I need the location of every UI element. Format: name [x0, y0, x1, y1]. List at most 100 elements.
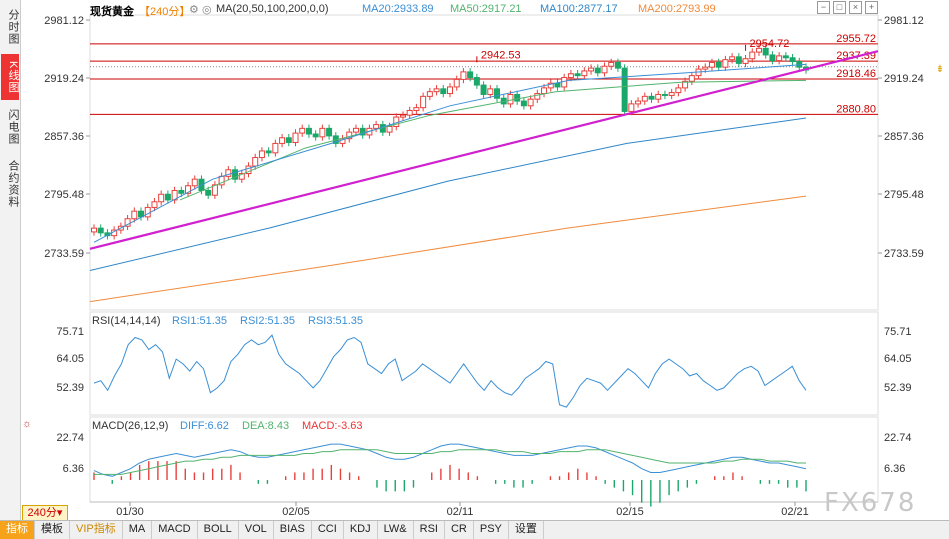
price-tick-label-left: 2733.59	[44, 248, 84, 260]
candle-body	[326, 127, 333, 137]
candle-body	[722, 59, 729, 68]
rsi-tick-label-left: 75.71	[56, 326, 84, 338]
macd-value: MACD:-3.63	[302, 420, 363, 432]
btab-boll[interactable]: BOLL	[198, 521, 239, 539]
candle-body	[420, 95, 427, 109]
btab-lw[interactable]: LW&	[378, 521, 414, 539]
candle-body	[252, 157, 259, 167]
candle-body	[641, 95, 648, 102]
price-tick-label-right: 2919.24	[884, 73, 924, 85]
ma-label: MA(20,50,100,200,0,0)	[216, 3, 329, 15]
minimize-icon[interactable]: −	[817, 1, 830, 14]
candle-body	[467, 71, 474, 79]
rsi-line	[93, 334, 807, 408]
candle-body	[574, 73, 581, 77]
macd-settings-icon[interactable]: ☼	[22, 418, 33, 430]
macd-tick-label-right: 22.74	[884, 432, 912, 444]
candle-body	[279, 137, 286, 144]
candle-body	[567, 73, 574, 79]
candle-body	[688, 75, 695, 82]
candle-body	[702, 66, 709, 70]
symbol-name: 现货黄金	[90, 6, 134, 18]
candle-body	[520, 100, 527, 107]
close-icon[interactable]: ×	[849, 1, 862, 14]
btab-cci[interactable]: CCI	[312, 521, 344, 539]
watermark-logo: FX678	[824, 488, 917, 518]
rsi-tick-label-right: 75.71	[884, 326, 912, 338]
candle-body	[97, 227, 104, 234]
candle-body	[473, 77, 480, 86]
price-tick-label-right: 2857.36	[884, 131, 924, 143]
candle-body	[601, 65, 608, 74]
btab-settings[interactable]: 设置	[509, 521, 544, 539]
time-tick-label: 02/21	[781, 506, 809, 518]
candle-body	[554, 82, 561, 88]
candle-body	[433, 88, 440, 93]
btab-cr[interactable]: CR	[445, 521, 474, 539]
period-selector[interactable]: 240分▾	[22, 505, 68, 521]
rsi-panel-frame	[89, 311, 879, 416]
btab-template[interactable]: 模板	[35, 521, 70, 539]
candle-body	[782, 55, 789, 59]
candle-body	[742, 58, 749, 64]
rsi1-value: RSI1:51.35	[172, 315, 228, 327]
macd-dea-value: DEA:8.43	[242, 420, 290, 432]
candle-body	[312, 133, 319, 138]
candle-body	[769, 54, 776, 62]
candle-body	[682, 80, 689, 89]
btab-ma[interactable]: MA	[123, 521, 153, 539]
btab-bias[interactable]: BIAS	[274, 521, 312, 539]
candle-body	[131, 210, 138, 220]
btab-rsi[interactable]: RSI	[414, 521, 445, 539]
level-label: 2918.46	[836, 68, 876, 80]
trendline	[89, 50, 879, 250]
tab-contract-info[interactable]: 合约资料	[7, 160, 19, 208]
price-tick-label-left: 2857.36	[44, 131, 84, 143]
btab-vip-indicator[interactable]: VIP指标	[70, 521, 123, 539]
tab-flash-chart[interactable]: 闪电图	[7, 109, 19, 145]
expand-icon[interactable]: +	[865, 1, 878, 14]
candle-body	[588, 67, 595, 72]
candle-body	[453, 78, 460, 88]
btab-macd[interactable]: MACD	[152, 521, 198, 539]
btab-vol[interactable]: VOL	[239, 521, 274, 539]
candle-body	[675, 87, 682, 94]
time-tick-label: 01/30	[116, 506, 144, 518]
candle-body	[735, 56, 742, 64]
current-price-marker: ⇟	[936, 64, 944, 75]
candle-body	[352, 127, 359, 133]
refresh-icon[interactable]: ◎	[202, 4, 212, 16]
price-tick-label-right: 2981.12	[884, 15, 924, 27]
candle-body	[426, 91, 433, 97]
candle-body	[507, 93, 514, 105]
restore-icon[interactable]: □	[833, 1, 846, 14]
candle-body	[635, 100, 642, 105]
candle-body	[359, 127, 366, 136]
rsi-tick-label-right: 64.05	[884, 353, 912, 365]
btab-indicator[interactable]: 指标	[0, 521, 35, 539]
macd-label: MACD(26,12,9)	[92, 420, 169, 432]
ma50-value: MA50:2917.21	[450, 3, 522, 15]
high-label-1: 2942.53	[481, 49, 521, 61]
candle-body	[124, 218, 131, 227]
candle-body	[715, 61, 722, 68]
candle-body	[514, 93, 521, 102]
time-tick-label: 02/05	[282, 506, 310, 518]
candle-body	[628, 103, 635, 112]
candle-body	[399, 114, 406, 118]
btab-kdj[interactable]: KDJ	[344, 521, 378, 539]
tab-kline[interactable]: K线图	[1, 54, 19, 100]
candle-body	[460, 71, 467, 80]
price-tick-label-right: 2733.59	[884, 248, 924, 260]
candle-body	[494, 88, 501, 99]
ma50-line	[179, 79, 807, 201]
candle-body	[480, 84, 487, 95]
tab-timeshare[interactable]: 分时图	[7, 9, 19, 45]
btab-psy[interactable]: PSY	[474, 521, 509, 539]
settings-icon[interactable]: ⚙	[189, 4, 199, 16]
candle-body	[762, 47, 769, 56]
candle-body	[205, 189, 212, 196]
candle-body	[594, 67, 601, 74]
candle-body	[655, 93, 662, 100]
